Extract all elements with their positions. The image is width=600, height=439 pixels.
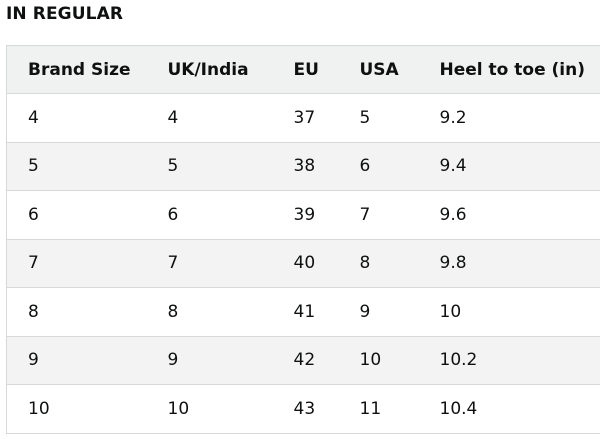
cell-eu: 39 bbox=[272, 190, 339, 240]
column-header-eu: EU bbox=[272, 45, 339, 94]
cell-heel-to-toe: 9.4 bbox=[418, 141, 600, 191]
cell-brand-size: 7 bbox=[6, 238, 147, 288]
cell-eu: 43 bbox=[272, 384, 339, 434]
cell-brand-size: 4 bbox=[6, 93, 147, 143]
column-header-brand-size: Brand Size bbox=[6, 45, 147, 94]
cell-usa: 11 bbox=[338, 384, 419, 434]
table-row: 4 4 37 5 9.2 bbox=[6, 93, 600, 143]
size-table-container: Brand Size UK/India EU USA Heel to toe (… bbox=[6, 45, 600, 434]
cell-heel-to-toe: 10 bbox=[418, 287, 600, 337]
cell-heel-to-toe: 9.2 bbox=[418, 93, 600, 143]
table-row: 9 9 42 10 10.2 bbox=[6, 335, 600, 385]
cell-heel-to-toe: 9.6 bbox=[418, 190, 600, 240]
cell-heel-to-toe: 9.8 bbox=[418, 238, 600, 288]
cell-brand-size: 6 bbox=[6, 190, 147, 240]
cell-eu: 42 bbox=[272, 335, 339, 385]
cell-brand-size: 9 bbox=[6, 335, 147, 385]
cell-eu: 38 bbox=[272, 141, 339, 191]
cell-uk-india: 5 bbox=[146, 141, 273, 191]
cell-brand-size: 5 bbox=[6, 141, 147, 191]
size-table: Brand Size UK/India EU USA Heel to toe (… bbox=[6, 45, 600, 434]
table-row: 7 7 40 8 9.8 bbox=[6, 238, 600, 288]
table-row: 10 10 43 11 10.4 bbox=[6, 384, 600, 434]
cell-eu: 41 bbox=[272, 287, 339, 337]
cell-uk-india: 4 bbox=[146, 93, 273, 143]
cell-usa: 5 bbox=[338, 93, 419, 143]
table-body: 4 4 37 5 9.2 5 5 38 6 9.4 6 6 39 7 bbox=[6, 93, 600, 434]
table-row: 8 8 41 9 10 bbox=[6, 287, 600, 337]
cell-usa: 10 bbox=[338, 335, 419, 385]
column-header-uk-india: UK/India bbox=[146, 45, 273, 94]
cell-usa: 6 bbox=[338, 141, 419, 191]
cell-uk-india: 8 bbox=[146, 287, 273, 337]
cell-heel-to-toe: 10.2 bbox=[418, 335, 600, 385]
cell-brand-size: 10 bbox=[6, 384, 147, 434]
cell-eu: 37 bbox=[272, 93, 339, 143]
column-header-heel-to-toe: Heel to toe (in) bbox=[418, 45, 600, 94]
column-header-usa: USA bbox=[338, 45, 419, 94]
cell-heel-to-toe: 10.4 bbox=[418, 384, 600, 434]
cell-eu: 40 bbox=[272, 238, 339, 288]
cell-brand-size: 8 bbox=[6, 287, 147, 337]
cell-uk-india: 10 bbox=[146, 384, 273, 434]
table-header: Brand Size UK/India EU USA Heel to toe (… bbox=[6, 45, 600, 94]
cell-uk-india: 9 bbox=[146, 335, 273, 385]
cell-usa: 9 bbox=[338, 287, 419, 337]
section-heading: IN REGULAR bbox=[6, 4, 124, 24]
table-row: 5 5 38 6 9.4 bbox=[6, 141, 600, 191]
cell-usa: 8 bbox=[338, 238, 419, 288]
cell-uk-india: 6 bbox=[146, 190, 273, 240]
cell-uk-india: 7 bbox=[146, 238, 273, 288]
header-row: Brand Size UK/India EU USA Heel to toe (… bbox=[6, 45, 600, 94]
table-row: 6 6 39 7 9.6 bbox=[6, 190, 600, 240]
cell-usa: 7 bbox=[338, 190, 419, 240]
